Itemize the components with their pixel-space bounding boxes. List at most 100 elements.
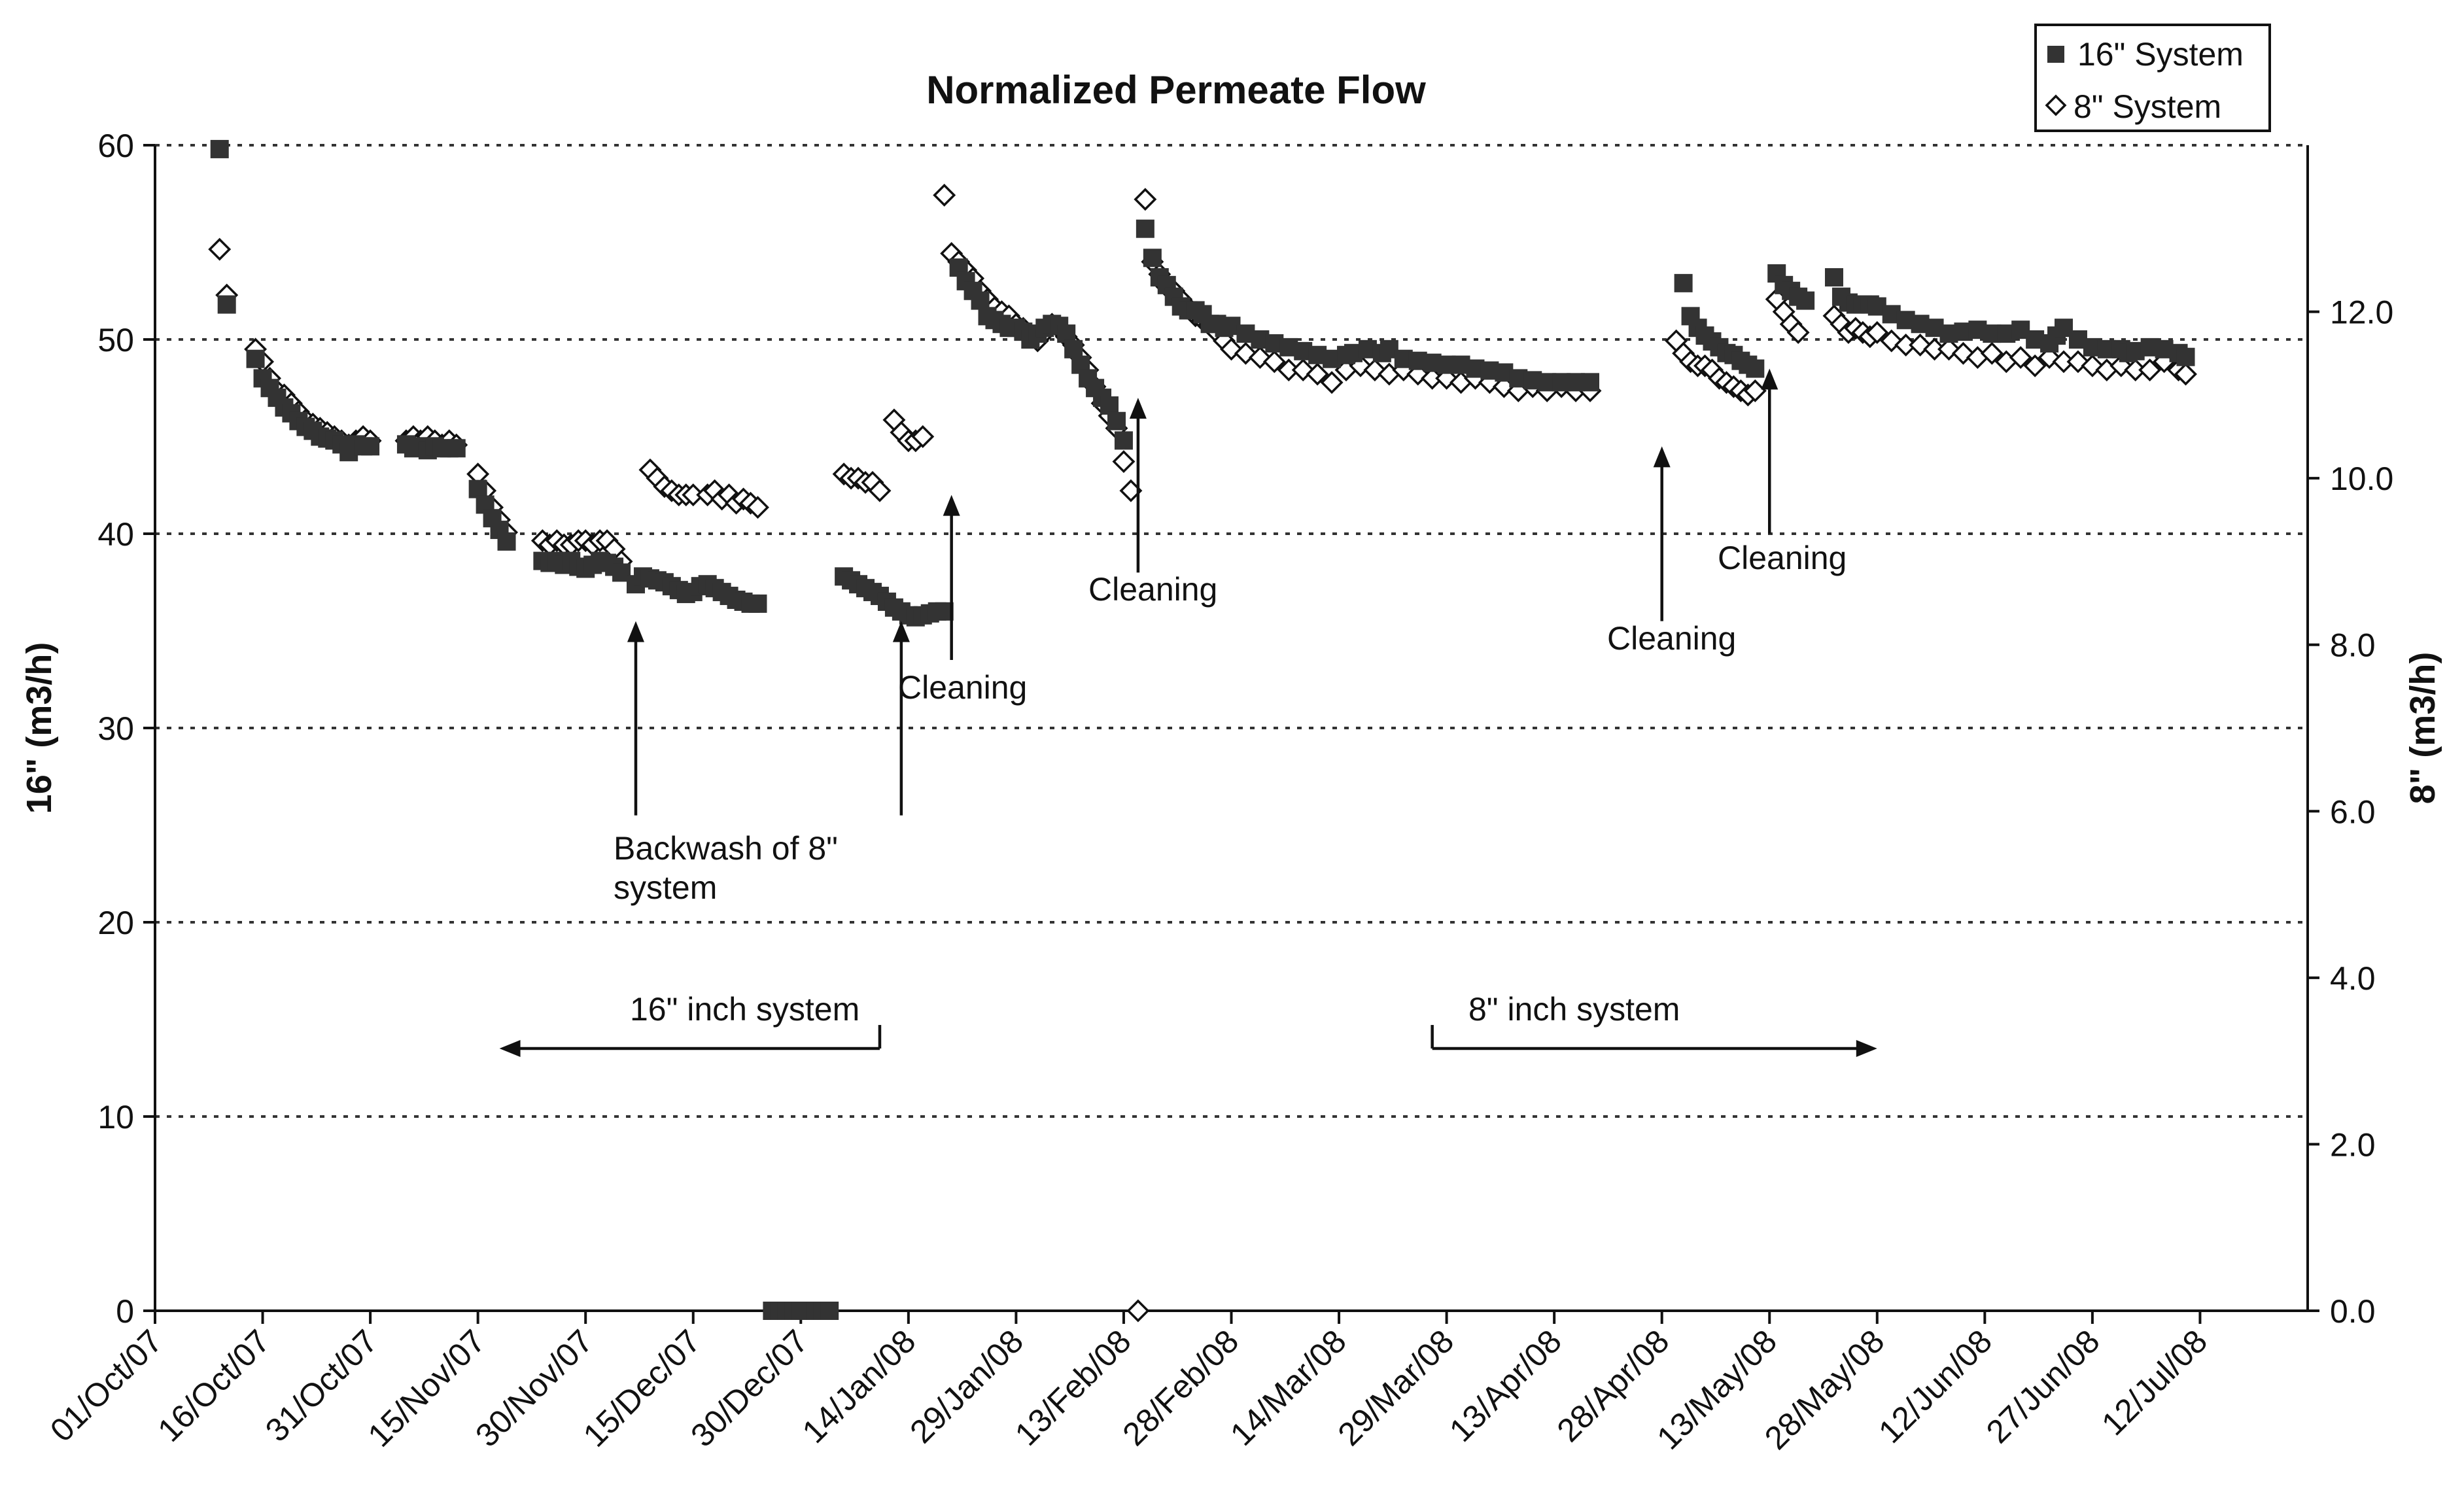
point-16-inch-164	[1796, 291, 1815, 310]
y-tick-label-left-3: 30	[97, 710, 134, 747]
legend-box	[2034, 24, 2271, 132]
point-16-inch-101	[1057, 324, 1076, 343]
y-tick-label-left-1: 10	[97, 1099, 134, 1135]
point-16-inch-26	[447, 439, 466, 458]
legend: 16" System 8" System	[2034, 24, 2271, 132]
x-tick-label-17: 12/Jun/08	[1871, 1323, 1999, 1450]
point-16-inch-109	[1114, 431, 1133, 450]
span-0-head	[499, 1040, 521, 1058]
x-tick-label-9: 13/Feb/08	[1008, 1323, 1138, 1453]
x-tick-label-12: 29/Mar/08	[1331, 1323, 1461, 1453]
point-8-inch-151	[1786, 320, 1810, 344]
span-0: 16" inch system	[499, 991, 882, 1058]
axes	[143, 144, 2319, 1324]
point-8-inch-161	[1909, 334, 1932, 356]
point-8-inch-70	[933, 183, 956, 207]
point-8-inch-169	[2023, 354, 2047, 377]
series-16-inch	[210, 139, 2195, 1320]
annotation-arrow-3-0	[1653, 446, 1671, 621]
point-16-inch-31	[497, 532, 516, 551]
annotation-arrow-0-0	[627, 621, 644, 816]
span-1-head	[1856, 1040, 1877, 1058]
legend-label-8-inch: 8" System	[2074, 88, 2221, 125]
annotation-label-4-line-0: Cleaning	[1718, 540, 1847, 576]
annotation-label-0-line-1: system	[614, 869, 717, 906]
y-axis-label-right: 8" (m3/h)	[2403, 652, 2442, 805]
series-8-inch	[208, 183, 2197, 1323]
point-8-inch-112	[1248, 346, 1272, 370]
y-tick-label-right-0: 0.0	[2330, 1293, 2376, 1330]
x-tick-label-3: 15/Nov/07	[361, 1323, 493, 1454]
point-8-inch-113	[1262, 350, 1286, 373]
y-tick-label-left-2: 20	[97, 905, 134, 941]
point-16-inch-1	[217, 295, 236, 314]
point-8-inch-97	[1126, 1299, 1150, 1323]
x-tick-label-7: 14/Jan/08	[795, 1323, 923, 1450]
annotation-label-1-line-0: Cleaning	[898, 669, 1027, 706]
span-label-0: 16" inch system	[630, 991, 859, 1028]
point-8-inch-172	[2066, 350, 2090, 373]
span-label-1: 8" inch system	[1468, 991, 1680, 1028]
y-tick-label-right-5: 10.0	[2330, 460, 2393, 497]
chart-title: Normalized Permeate Flow	[926, 68, 1426, 112]
y-tick-label-left-6: 60	[97, 128, 134, 164]
point-8-inch-95	[1112, 450, 1136, 474]
x-tick-label-8: 29/Jan/08	[903, 1323, 1030, 1450]
point-8-inch-69	[911, 425, 935, 448]
annotations: Backwash of 8"system Cleaning Cleaning Clea…	[499, 368, 1877, 1058]
annotation-arrow-0-1	[892, 621, 910, 816]
point-16-inch-2	[246, 349, 265, 368]
legend-marker-16-inch	[2047, 46, 2064, 63]
x-tick-label-0: 01/Oct/07	[43, 1323, 169, 1449]
y-tick-label-right-3: 6.0	[2330, 793, 2376, 830]
y-tick-label-left-0: 0	[116, 1293, 134, 1330]
x-tick-label-11: 14/Mar/08	[1223, 1323, 1353, 1453]
point-8-inch-168	[2009, 346, 2032, 370]
point-8-inch-116	[1306, 362, 1329, 386]
y-axis-label-left: 16" (m3/h)	[20, 642, 59, 814]
y-tick-label-right-1: 2.0	[2330, 1126, 2376, 1163]
point-8-inch-117	[1320, 371, 1344, 394]
span-1: 8" inch system	[1431, 991, 1877, 1058]
point-16-inch-159	[1746, 359, 1765, 378]
point-8-inch-177	[2138, 358, 2162, 382]
point-16-inch-61	[748, 594, 767, 613]
point-16-inch-18	[361, 437, 380, 456]
point-16-inch-89	[971, 291, 990, 310]
point-8-inch-170	[2038, 346, 2061, 370]
annotation-label-3-line-0: Cleaning	[1607, 620, 1736, 657]
x-tick-label-19: 12/Jul/08	[2094, 1323, 2214, 1442]
point-16-inch-111	[1143, 249, 1162, 268]
point-16-inch-107	[1100, 396, 1119, 415]
point-16-inch-27	[468, 479, 487, 498]
point-16-inch-0	[210, 139, 229, 158]
point-8-inch-180	[2174, 362, 2197, 386]
annotation-arrow-1-0	[943, 494, 960, 661]
y-tick-label-right-2: 4.0	[2330, 960, 2376, 997]
annotation-arrow-3-0-head	[1653, 446, 1671, 468]
legend-label-16-inch: 16" System	[2077, 36, 2244, 73]
point-8-inch-158	[1865, 320, 1889, 344]
annotation-arrow-2-0	[1129, 398, 1147, 573]
y-tick-label-right-4: 8.0	[2330, 627, 2376, 664]
point-16-inch-110	[1136, 219, 1154, 238]
point-8-inch-58	[746, 496, 769, 519]
x-tick-label-5: 15/Dec/07	[576, 1323, 708, 1454]
y-tick-label-left-5: 50	[97, 322, 134, 358]
annotation-arrow-2-0-head	[1129, 398, 1147, 419]
point-8-inch-147	[1743, 379, 1767, 402]
legend-marker-8-inch	[2045, 94, 2067, 116]
annotation-arrow-0-0-head	[627, 621, 644, 642]
annotation-label-2-line-0: Cleaning	[1088, 571, 1217, 608]
point-16-inch-70	[820, 1302, 839, 1320]
point-16-inch-148	[1581, 373, 1599, 392]
data-series	[208, 139, 2197, 1323]
point-8-inch-166	[1980, 341, 2004, 365]
x-tick-label-4: 30/Nov/07	[468, 1323, 600, 1454]
annotation-arrow-1-0-head	[943, 494, 960, 516]
point-8-inch-0	[208, 237, 232, 261]
annotation-label-0-line-0: Backwash of 8"	[614, 830, 838, 867]
point-16-inch-165	[1824, 268, 1843, 286]
x-tick-label-18: 27/Jun/08	[1979, 1323, 2107, 1450]
